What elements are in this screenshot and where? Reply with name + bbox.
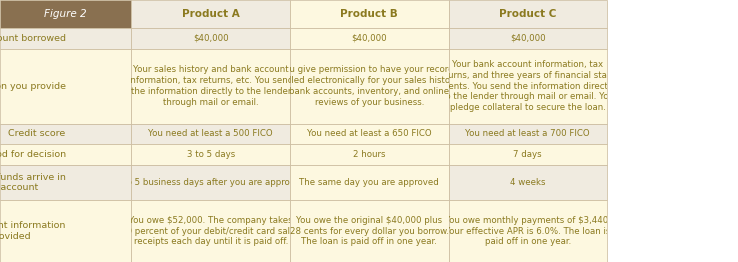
Text: Waiting period for decision: Waiting period for decision xyxy=(0,150,66,159)
Text: Product B: Product B xyxy=(340,9,399,19)
Bar xyxy=(290,49,449,123)
Text: You need at least a 650 FICO: You need at least a 650 FICO xyxy=(307,129,432,138)
Bar xyxy=(449,165,607,200)
Bar xyxy=(290,28,449,49)
Bar xyxy=(449,144,607,165)
Text: Product A: Product A xyxy=(182,9,240,19)
Text: Product C: Product C xyxy=(499,9,556,19)
Text: You owe monthly payments of $3,440.
Your effective APR is 6.0%. The loan is
paid: You owe monthly payments of $3,440. Your… xyxy=(445,216,610,246)
Bar xyxy=(131,144,290,165)
Bar xyxy=(0,49,131,123)
Text: Credit score: Credit score xyxy=(8,129,66,138)
Text: $40,000: $40,000 xyxy=(351,34,387,43)
Text: Your bank account information, tax
returns, and three years of financial state-
: Your bank account information, tax retur… xyxy=(436,60,619,112)
Bar xyxy=(449,123,607,144)
Bar xyxy=(131,165,290,200)
Text: Amount borrowed: Amount borrowed xyxy=(0,34,66,43)
Text: The same day you are approved: The same day you are approved xyxy=(300,178,439,187)
Bar xyxy=(290,165,449,200)
Text: $40,000: $40,000 xyxy=(193,34,229,43)
Text: 3 to 5 days: 3 to 5 days xyxy=(187,150,235,159)
Bar xyxy=(131,200,290,262)
Bar xyxy=(131,123,290,144)
Text: 2 hours: 2 hours xyxy=(353,150,386,159)
Bar xyxy=(449,200,607,262)
Bar xyxy=(0,28,131,49)
Text: 3 to 5 business days after you are approved: 3 to 5 business days after you are appro… xyxy=(115,178,306,187)
Text: You need at least a 500 FICO: You need at least a 500 FICO xyxy=(148,129,273,138)
Bar xyxy=(0,123,131,144)
Bar xyxy=(290,123,449,144)
Bar xyxy=(449,49,607,123)
Text: You need at least a 700 FICO: You need at least a 700 FICO xyxy=(466,129,590,138)
Bar xyxy=(0,0,131,28)
Text: Your sales history and bank account
information, tax returns, etc. You send
the : Your sales history and bank account info… xyxy=(128,66,293,107)
Bar xyxy=(0,200,131,262)
Bar xyxy=(449,28,607,49)
Text: How soon funds arrive in
your account: How soon funds arrive in your account xyxy=(0,173,66,192)
Text: $40,000: $40,000 xyxy=(510,34,545,43)
Text: Information you provide: Information you provide xyxy=(0,81,66,91)
Bar xyxy=(290,0,449,28)
Bar xyxy=(131,49,290,123)
Text: 7 days: 7 days xyxy=(514,150,542,159)
Text: You owe the original $40,000 plus
28 cents for every dollar you borrow.
The loan: You owe the original $40,000 plus 28 cen… xyxy=(290,216,449,246)
Bar xyxy=(0,144,131,165)
Bar xyxy=(290,200,449,262)
Text: Repayment information
provided: Repayment information provided xyxy=(0,221,66,241)
Bar xyxy=(290,144,449,165)
Text: 4 weeks: 4 weeks xyxy=(510,178,545,187)
Bar xyxy=(131,0,290,28)
Text: Figure 2: Figure 2 xyxy=(44,9,87,19)
Text: You give permission to have your records
pulled electronically for your sales hi: You give permission to have your records… xyxy=(277,66,461,107)
Text: You owe $52,000. The company takes
10 percent of your debit/credit card sales
re: You owe $52,000. The company takes 10 pe… xyxy=(121,216,300,246)
Bar xyxy=(449,0,607,28)
Bar xyxy=(131,28,290,49)
Bar xyxy=(0,165,131,200)
